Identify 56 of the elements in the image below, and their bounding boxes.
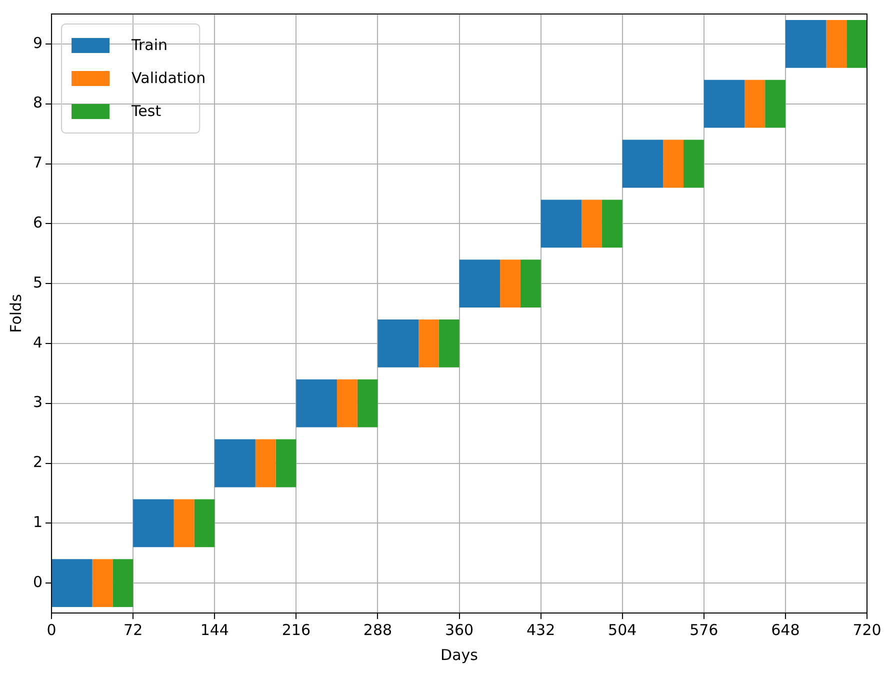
bar — [582, 200, 602, 248]
bar — [336, 379, 358, 428]
bar — [622, 140, 664, 188]
bar — [418, 319, 439, 368]
legend-label: Train — [130, 36, 168, 54]
bar — [194, 499, 215, 548]
bar — [52, 559, 92, 608]
legend-label: Test — [130, 102, 162, 120]
bar — [846, 20, 867, 68]
bar — [602, 200, 622, 248]
x-tick-label: 288 — [363, 620, 392, 639]
bar — [133, 499, 174, 548]
bar — [276, 439, 296, 488]
x-axis-title: Days — [440, 646, 478, 664]
y-tick-label: 9 — [32, 34, 43, 52]
x-tick-label: 72 — [124, 620, 143, 639]
x-tick-label: 720 — [852, 620, 882, 639]
bar — [92, 559, 113, 608]
bar — [540, 200, 582, 248]
bar — [663, 140, 684, 188]
y-tick-label: 3 — [32, 393, 43, 412]
bar — [684, 140, 704, 188]
y-tick-label: 0 — [32, 572, 43, 591]
bar — [704, 80, 745, 128]
y-tick-label: 1 — [32, 513, 43, 532]
bar — [296, 379, 337, 428]
y-tick-label: 7 — [32, 154, 43, 172]
x-tick-label: 432 — [526, 620, 556, 639]
x-tick-label: 216 — [282, 620, 310, 639]
x-tick-label: 360 — [444, 620, 474, 639]
bar — [520, 260, 541, 308]
bar — [765, 80, 786, 128]
bar — [112, 559, 134, 608]
x-tick-label: 648 — [771, 620, 800, 639]
bar — [744, 80, 766, 128]
legend-label: Validation — [132, 68, 206, 87]
bar — [500, 260, 520, 308]
bar — [378, 319, 418, 368]
bar — [255, 439, 276, 488]
bar — [459, 260, 500, 308]
y-tick-label: 8 — [32, 94, 43, 112]
x-tick-label: 0 — [46, 620, 56, 639]
bar — [826, 20, 847, 68]
bar — [357, 379, 378, 428]
bar — [785, 20, 826, 68]
bar — [174, 499, 194, 548]
x-tick-label: 576 — [690, 620, 718, 639]
bar — [438, 319, 460, 368]
y-tick-label: 4 — [32, 333, 43, 352]
y-tick-label: 2 — [32, 453, 43, 472]
y-tick-label: 5 — [32, 273, 43, 292]
y-tick-label: 6 — [32, 214, 43, 232]
x-tick-label: 504 — [608, 620, 637, 639]
x-tick-label: 144 — [200, 620, 229, 639]
y-axis-title: Folds — [6, 294, 25, 333]
bar — [214, 439, 256, 488]
